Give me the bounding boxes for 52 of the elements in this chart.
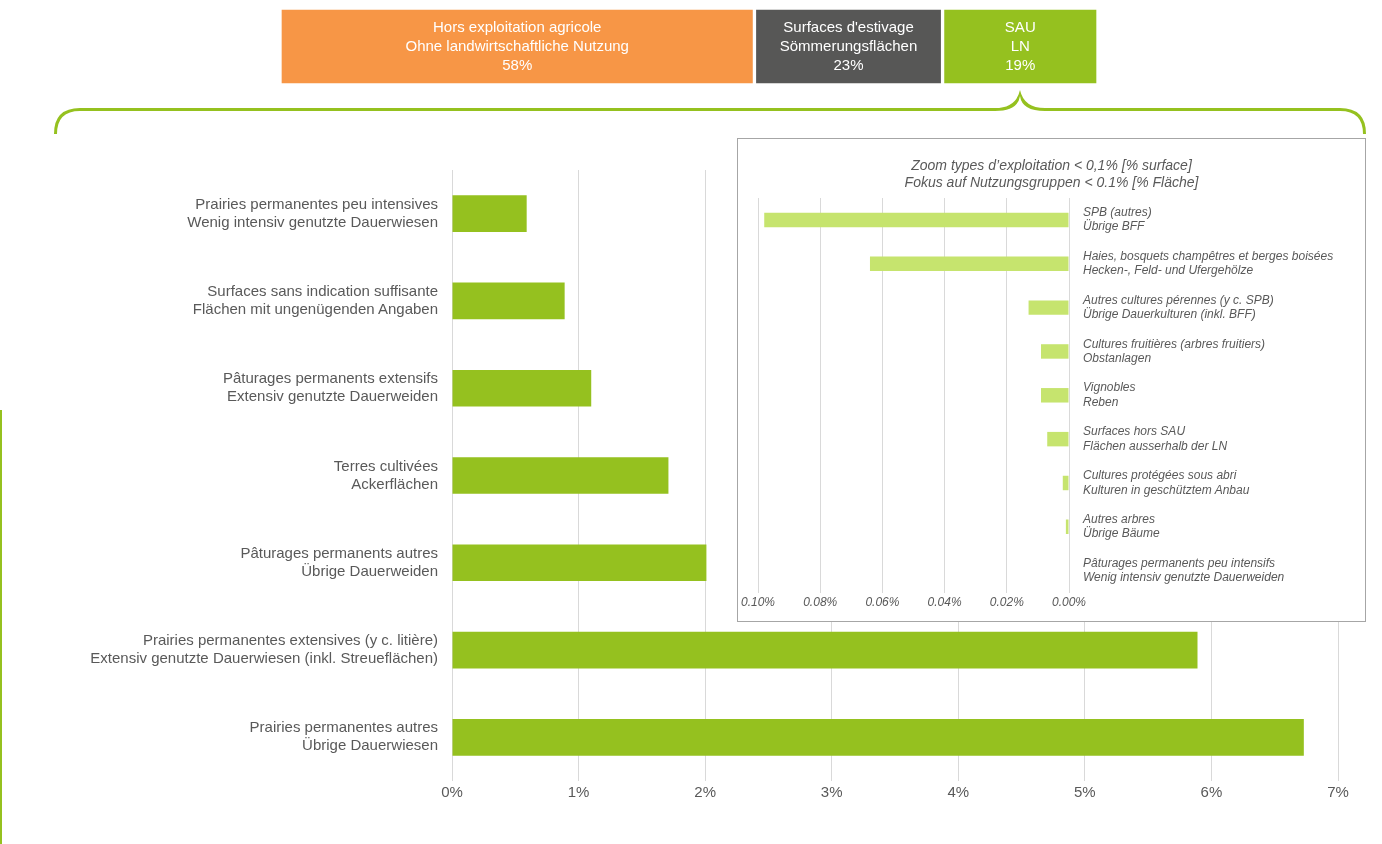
y-tick-label: Vignobles Reben xyxy=(1083,380,1136,409)
x-tick-label: 0.02% xyxy=(989,595,1025,610)
y-tick-label: Pâturages permanents peu intensifs Wenig intensiv genutzte Dauerweiden xyxy=(1083,555,1285,585)
bar xyxy=(452,369,592,407)
bar xyxy=(452,195,527,232)
x-tick-label: 2% xyxy=(694,783,716,801)
y-tick-label: Prairies permanentes extensives (y c. litière) Extensiv genutzte Dauerwiesen (inkl. Streueflächen) xyxy=(90,631,438,667)
y-tick-label: Pâturages permanents extensifs Extensiv genutzte Dauerweiden xyxy=(222,369,438,405)
y-tick-label: Autres arbres Übrige Bäume xyxy=(1082,511,1161,541)
series-label: Hors exploitation agricole Ohne landwirtschaftliche Nutzung xyxy=(405,17,629,54)
x-tick-label: 0.08% xyxy=(803,595,838,610)
y-tick-label: Autres cultures pérennes (y c. SPB) Übrige Dauerkulturen (inkl. BFF) xyxy=(1082,292,1274,322)
data-label: 58% xyxy=(502,55,533,73)
y-tick-label: Cultures fruitières (arbres fruitiers) Obstanlagen xyxy=(1083,336,1266,365)
y-tick-label: Prairies permanentes peu intensives Wenig intensiv genutzte Dauerwiesen xyxy=(187,194,438,230)
bar xyxy=(452,457,669,494)
y-tick-label: Surfaces sans indication suffisante Flächen mit ungenügenden Angaben xyxy=(192,282,438,318)
bar xyxy=(869,256,1069,271)
bar xyxy=(452,282,565,320)
y-tick-label: Surfaces hors SAU Flächen ausserhalb der LN xyxy=(1083,424,1228,453)
data-label: 23% xyxy=(833,55,864,73)
bar xyxy=(1041,388,1069,403)
bar xyxy=(1062,475,1069,491)
y-tick-label: Pâturages permanents autres Übrige Dauerweiden xyxy=(240,543,438,579)
series-label: Surfaces d'estivage Sömmerungsflächen xyxy=(779,17,918,54)
x-tick-label: 0.00% xyxy=(1051,595,1087,610)
data-label: 19% xyxy=(1005,55,1036,73)
bar xyxy=(452,719,1304,756)
bar xyxy=(452,544,707,582)
x-tick-label: 4% xyxy=(947,783,970,801)
x-tick-label: 1% xyxy=(567,783,590,801)
y-tick-label: Terres cultivées Ackerflächen xyxy=(333,456,438,492)
x-tick-label: 0.04% xyxy=(927,595,962,610)
series-label: SAU LN xyxy=(1004,17,1036,54)
y-tick-label: Prairies permanentes autres Übrige Dauerwiesen xyxy=(249,718,438,754)
x-tick-label: 0.06% xyxy=(865,595,900,610)
bar xyxy=(1041,344,1069,359)
bar xyxy=(1028,300,1069,315)
x-tick-label: 3% xyxy=(820,783,843,801)
x-tick-label: 0% xyxy=(441,783,463,801)
y-tick-label: Cultures protégées sous abri Kulturen in geschütztem Anbau xyxy=(1083,468,1250,497)
chart-title: Zoom types d’exploitation < 0,1% [% surface] Fokus auf Nutzungsgruppen < 0.1% [% Fläche] xyxy=(904,156,1200,191)
y-tick-label: Haies, bosquets champêtres et berges boisées Hecken-, Feld- und Ufergehölze xyxy=(1083,248,1334,278)
bar xyxy=(764,212,1069,228)
bar xyxy=(1065,519,1069,535)
x-tick-label: 6% xyxy=(1200,783,1223,801)
bar xyxy=(1047,431,1069,447)
x-tick-label: 7% xyxy=(1327,783,1349,801)
x-tick-label: 5% xyxy=(1074,783,1096,801)
bar xyxy=(452,631,1198,669)
x-tick-label: 0.10% xyxy=(741,595,776,610)
y-tick-label: SPB (autres) Übrige BFF xyxy=(1083,205,1152,234)
